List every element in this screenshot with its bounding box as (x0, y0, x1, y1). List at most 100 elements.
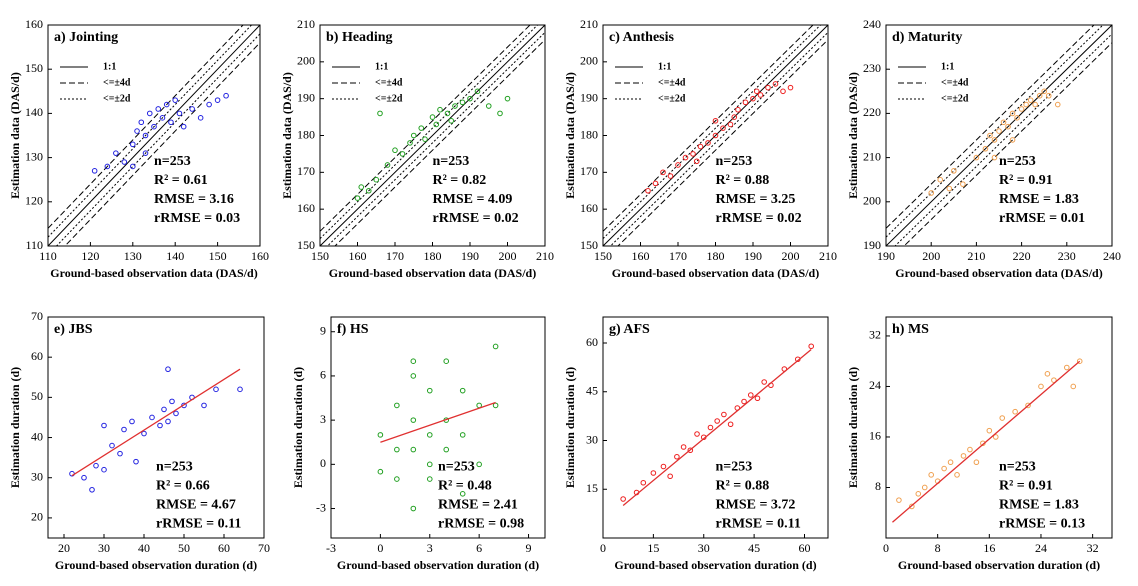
point (410, 417, 417, 423)
point (705, 140, 711, 146)
point (365, 187, 372, 194)
y-axis-label: Estimation data (DAS/d) (8, 72, 22, 199)
point (89, 486, 95, 493)
legend-label: 1:1 (375, 61, 388, 72)
point (707, 424, 714, 431)
y-tick-label: 8 (875, 479, 881, 493)
point (1025, 402, 1031, 409)
point (459, 491, 466, 497)
y-tick-label: 50 (31, 389, 43, 403)
point (459, 387, 466, 394)
stat-annotation: RMSE = 1.83 (999, 497, 1079, 512)
reference-line (886, 25, 1095, 229)
x-axis-label: Ground-based observation duration (d) (614, 558, 816, 572)
point (214, 97, 221, 103)
point (459, 432, 466, 438)
y-tick-label: 190 (863, 238, 881, 252)
y-tick-label: 60 (586, 335, 598, 349)
point (694, 431, 700, 437)
y-tick-label: 15 (586, 481, 598, 495)
point (921, 484, 928, 491)
point (660, 463, 667, 470)
point (91, 168, 98, 174)
reference-line (48, 25, 260, 246)
x-tick-label: 150 (311, 249, 329, 263)
plot-frame (885, 24, 1113, 247)
point (652, 180, 659, 187)
point (999, 415, 1006, 421)
point (1044, 371, 1051, 377)
stat-annotation: n=253 (716, 459, 753, 474)
point (172, 97, 178, 103)
x-tick-label: 0 (600, 541, 606, 555)
point (443, 358, 450, 365)
point (399, 151, 406, 157)
point (712, 132, 719, 139)
x-tick-label: 150 (209, 249, 227, 263)
x-tick-label: 45 (748, 541, 760, 555)
point (394, 476, 400, 482)
point (1009, 137, 1016, 143)
point (223, 92, 229, 99)
x-tick-label: 180 (424, 249, 442, 263)
stat-annotation: n=253 (156, 459, 193, 474)
point (492, 402, 499, 409)
point (946, 185, 953, 192)
reference-line (886, 25, 1104, 238)
reference-line (55, 33, 260, 246)
x-tick-label: 3 (427, 541, 433, 555)
point (1064, 364, 1070, 371)
point (377, 468, 384, 475)
y-tick-label: 120 (25, 194, 43, 208)
point (113, 150, 119, 156)
reference-line (617, 39, 828, 246)
x-tick-label: 60 (218, 541, 230, 555)
reference-line (320, 25, 539, 239)
x-axis-label: Ground-based observation data (DAS/d) (329, 266, 536, 280)
point (1038, 383, 1044, 390)
point (407, 140, 413, 146)
stat-annotation: RMSE = 3.72 (716, 497, 796, 512)
point (474, 88, 481, 95)
point (750, 95, 756, 102)
point (896, 497, 902, 503)
point (1045, 92, 1052, 99)
point (101, 466, 107, 473)
panel-title: c) Anthesis (609, 30, 675, 45)
y-tick-label: 220 (863, 105, 881, 119)
point (909, 503, 915, 510)
point (354, 195, 361, 201)
point (1023, 101, 1029, 108)
legend-label: 1:1 (941, 61, 954, 72)
point (134, 128, 140, 134)
y-axis-label: Estimation duration (d) (8, 367, 22, 488)
point (101, 422, 107, 429)
x-tick-label: 190 (744, 249, 762, 263)
point (157, 422, 163, 429)
y-tick-label: 160 (25, 17, 43, 31)
reference-line (603, 25, 814, 232)
panel-title: a) Jointing (54, 30, 118, 45)
point (165, 366, 171, 373)
point (443, 446, 450, 453)
legend-label: <=±2d (375, 93, 403, 104)
legend-label: <=±4d (658, 77, 686, 88)
x-tick-label: 16 (983, 541, 995, 555)
panel-title: f) HS (337, 322, 369, 337)
point (1000, 119, 1007, 126)
y-tick-label: 150 (297, 238, 315, 252)
x-tick-label: 50 (178, 541, 190, 555)
point (960, 453, 967, 459)
point (492, 343, 499, 350)
y-tick-label: 6 (320, 368, 326, 382)
fit-line (622, 348, 812, 507)
x-axis-label: Ground-based observation data (DAS/d) (50, 266, 257, 280)
point (426, 476, 433, 482)
y-tick-label: 30 (586, 432, 598, 446)
point (1005, 123, 1011, 130)
point (206, 101, 212, 108)
point (165, 418, 171, 425)
x-axis-label: Ground-based observation duration (d) (337, 558, 539, 572)
point (992, 434, 999, 440)
